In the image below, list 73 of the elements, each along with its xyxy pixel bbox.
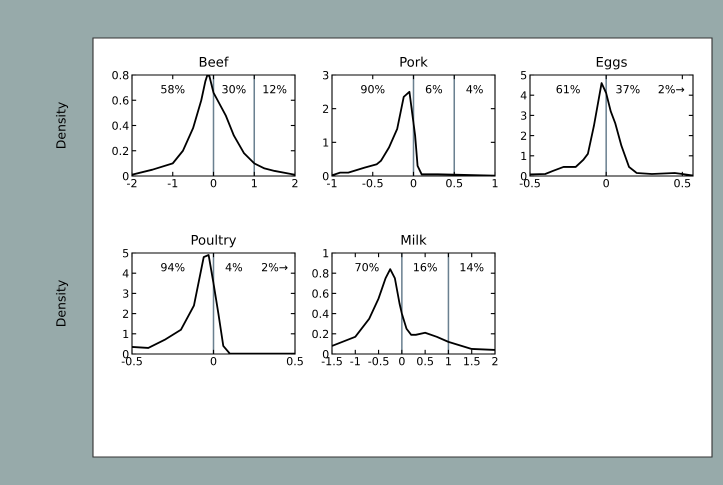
y-tick-label: 1	[323, 249, 328, 258]
x-tick-label: 0	[399, 356, 405, 366]
chart-title: Beef	[200, 56, 229, 67]
x-tick-label: 1	[446, 357, 451, 366]
y-tick-label: 0.6	[312, 289, 329, 298]
chart-title: Milk	[402, 234, 427, 245]
y-tick-label: 0.8	[312, 269, 328, 278]
x-tick-label: -0.5	[520, 178, 540, 188]
chart-title: Eggs	[596, 57, 627, 70]
y-tick-label: 0.2	[312, 330, 328, 338]
y-tick-label: 1	[123, 330, 128, 338]
y-tick-label: 2	[520, 132, 526, 140]
x-tick-label: 0.5	[286, 356, 303, 366]
x-tick-label: 0.5	[674, 178, 690, 188]
y-axis-title: Density	[56, 102, 68, 148]
y-tick-label: 0	[322, 172, 328, 180]
x-tick-label: 0	[210, 356, 216, 366]
y-tick-label: 0.2	[112, 146, 128, 156]
x-tick-label: 1.5	[464, 357, 480, 366]
x-tick-label: 0	[410, 178, 416, 188]
y-tick-label: 0.4	[112, 121, 129, 130]
y-tick-label: 0	[520, 172, 526, 180]
y-tick-label: 3	[521, 111, 526, 120]
chart-title: Poultry	[192, 234, 236, 248]
y-tick-label: 0	[122, 172, 128, 180]
y-tick-label: 0.8	[112, 70, 128, 80]
x-tick-label: -1	[168, 179, 178, 188]
x-tick-label: 2	[492, 356, 498, 366]
y-tick-label: 0	[322, 350, 328, 358]
annotation: 12%	[263, 84, 286, 94]
x-tick-label: -1	[327, 179, 337, 188]
annotation: 2%→	[658, 84, 684, 94]
annotation: 94%	[161, 262, 184, 272]
x-tick-label: -0.5	[368, 356, 388, 366]
x-tick-label: 0	[210, 178, 216, 188]
annotation: 2%→	[262, 262, 288, 272]
x-tick-label: -1	[350, 357, 360, 366]
annotation: 30%	[222, 84, 246, 94]
y-tick-label: 0	[122, 350, 128, 358]
annotation: 37%	[616, 84, 640, 94]
y-tick-label: 0.6	[112, 96, 129, 105]
y-tick-label: 4	[122, 269, 129, 278]
x-tick-label: 2	[292, 178, 298, 188]
x-tick-label: 0.5	[446, 178, 462, 188]
annotation: 70%	[355, 262, 379, 272]
annotation: 90%	[361, 84, 384, 94]
y-tick-label: 5	[123, 249, 128, 258]
y-tick-label: 2	[322, 104, 328, 113]
annotation: 58%	[161, 84, 184, 94]
y-tick-label: 2	[122, 310, 128, 318]
x-tick-label: -2	[127, 178, 136, 188]
chart-title: Pork	[400, 56, 428, 67]
x-tick-label: 1	[492, 179, 498, 188]
x-tick-label: -1.5	[322, 357, 342, 366]
y-tick-label: 4	[520, 91, 527, 100]
y-tick-label: 3	[123, 289, 128, 298]
x-tick-label: -0.5	[122, 356, 142, 366]
annotation: 4%	[226, 262, 242, 272]
annotation: 61%	[556, 84, 580, 94]
y-axis-title: Density	[56, 280, 68, 326]
annotation: 14%	[460, 262, 484, 272]
y-tick-label: 3	[323, 70, 328, 80]
y-tick-label: 1	[521, 152, 526, 160]
y-tick-label: 5	[521, 71, 526, 80]
x-tick-label: 1	[252, 179, 257, 188]
annotation: 4%	[466, 84, 483, 94]
annotation: 6%	[426, 84, 442, 94]
x-tick-label: 0.5	[417, 356, 434, 366]
x-tick-label: -0.5	[362, 178, 383, 188]
x-tick-label: 0	[603, 178, 609, 188]
y-tick-label: 1	[323, 138, 328, 147]
annotation: 16%	[414, 262, 437, 272]
y-tick-label: 0.4	[312, 310, 329, 318]
